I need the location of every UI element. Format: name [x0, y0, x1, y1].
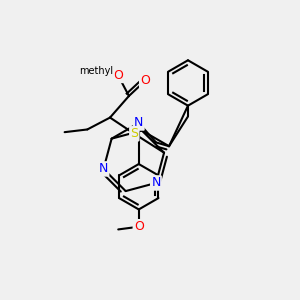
Text: N: N: [134, 116, 143, 130]
Text: N: N: [99, 162, 108, 176]
Text: S: S: [130, 127, 138, 140]
Text: O: O: [134, 220, 144, 233]
Text: methyl: methyl: [80, 66, 114, 76]
Text: N: N: [151, 176, 160, 190]
Text: O: O: [140, 74, 150, 87]
Text: O: O: [113, 69, 123, 82]
